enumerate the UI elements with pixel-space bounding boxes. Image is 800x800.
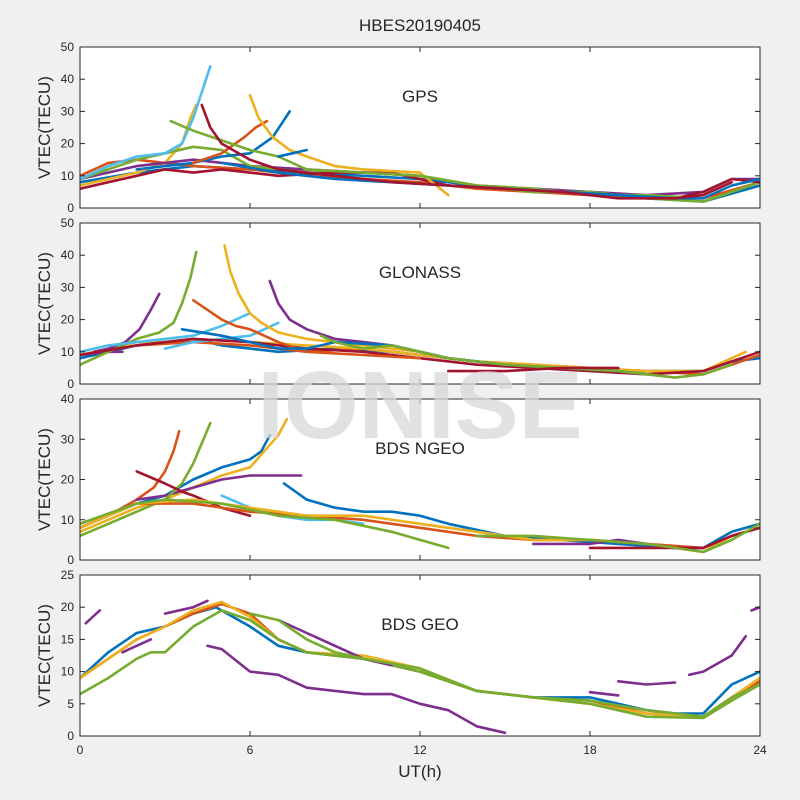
panel-label: GLONASS bbox=[379, 263, 461, 282]
y-tick-label: 10 bbox=[61, 345, 75, 359]
series-line bbox=[750, 605, 760, 612]
series-line bbox=[80, 600, 760, 718]
series-line bbox=[80, 421, 212, 538]
series-line bbox=[475, 522, 760, 554]
series-line bbox=[248, 94, 450, 197]
y-tick-label: 30 bbox=[61, 432, 75, 446]
series-group bbox=[80, 244, 760, 379]
series-line bbox=[588, 690, 620, 697]
y-tick-label: 20 bbox=[61, 313, 75, 327]
series-line bbox=[84, 609, 102, 625]
series-line bbox=[80, 337, 748, 373]
series-line bbox=[687, 634, 748, 677]
x-tick-label: 6 bbox=[247, 743, 254, 757]
series-line bbox=[80, 498, 450, 550]
y-axis-label: VTEC(TECU) bbox=[35, 76, 54, 179]
y-tick-label: 40 bbox=[61, 392, 75, 406]
y-tick-label: 0 bbox=[67, 377, 74, 391]
series-line bbox=[163, 321, 280, 350]
y-tick-label: 5 bbox=[67, 697, 74, 711]
x-tick-label: 24 bbox=[753, 743, 767, 757]
panel-4: 0 5 10 15 20 25 0 6 12 18 24 VTEC(TECU) BDS GEO bbox=[35, 568, 767, 757]
y-tick-label: 10 bbox=[61, 665, 75, 679]
series-line bbox=[319, 334, 733, 379]
y-tick-label: 15 bbox=[61, 632, 75, 646]
series-line bbox=[617, 680, 677, 686]
series-line bbox=[80, 311, 252, 354]
y-tick-label: 50 bbox=[61, 40, 75, 54]
series-group bbox=[80, 599, 760, 735]
panel-label: BDS GEO bbox=[381, 615, 458, 634]
panel-3: 0 10 20 30 40 VTEC(TECU) BDS NGEO bbox=[35, 392, 761, 567]
panel-1: 0 10 20 30 40 50 VTEC(TECU) GPS bbox=[35, 40, 761, 215]
series-line bbox=[248, 612, 760, 718]
series-group bbox=[80, 65, 760, 203]
y-axis-label: VTEC(TECU) bbox=[35, 428, 54, 531]
series-line bbox=[135, 110, 291, 171]
panel-label: BDS NGEO bbox=[375, 439, 465, 458]
y-tick-label: 30 bbox=[61, 280, 75, 294]
y-tick-label: 20 bbox=[61, 473, 75, 487]
series-line bbox=[135, 474, 303, 501]
chart-title: HBES20190405 bbox=[359, 16, 481, 35]
y-tick-label: 0 bbox=[67, 729, 74, 743]
y-tick-label: 10 bbox=[61, 169, 75, 183]
series-line bbox=[192, 119, 269, 165]
series-line bbox=[192, 299, 422, 360]
y-tick-label: 40 bbox=[61, 248, 75, 262]
y-tick-label: 20 bbox=[61, 600, 75, 614]
y-tick-label: 30 bbox=[61, 104, 75, 118]
y-tick-label: 50 bbox=[61, 216, 75, 230]
series-line bbox=[588, 526, 760, 550]
y-axis-label: VTEC(TECU) bbox=[35, 604, 54, 707]
y-tick-label: 10 bbox=[61, 513, 75, 527]
series-line bbox=[447, 366, 620, 373]
x-tick-label: 0 bbox=[77, 743, 84, 757]
series-line bbox=[206, 644, 507, 735]
x-tick-label: 18 bbox=[583, 743, 597, 757]
series-line bbox=[200, 103, 733, 200]
series-group bbox=[80, 417, 760, 554]
series-line bbox=[277, 148, 308, 158]
y-tick-label: 40 bbox=[61, 72, 75, 86]
x-axis-label: UT(h) bbox=[398, 762, 441, 781]
series-line bbox=[163, 599, 209, 615]
y-tick-label: 20 bbox=[61, 137, 75, 151]
panel-2: 0 10 20 30 40 50 VTEC(TECU) GLONASS bbox=[35, 216, 761, 391]
y-tick-label: 25 bbox=[61, 568, 75, 582]
watermark-text: IONISE bbox=[257, 352, 582, 459]
series-line bbox=[80, 417, 289, 534]
series-line bbox=[80, 65, 212, 181]
series-line bbox=[80, 609, 760, 720]
panel-label: GPS bbox=[402, 87, 438, 106]
y-tick-label: 0 bbox=[67, 553, 74, 567]
y-tick-label: 0 bbox=[67, 201, 74, 215]
y-axis-label: VTEC(TECU) bbox=[35, 252, 54, 355]
series-line bbox=[121, 638, 153, 654]
series-line bbox=[92, 292, 161, 354]
x-tick-label: 12 bbox=[413, 743, 427, 757]
